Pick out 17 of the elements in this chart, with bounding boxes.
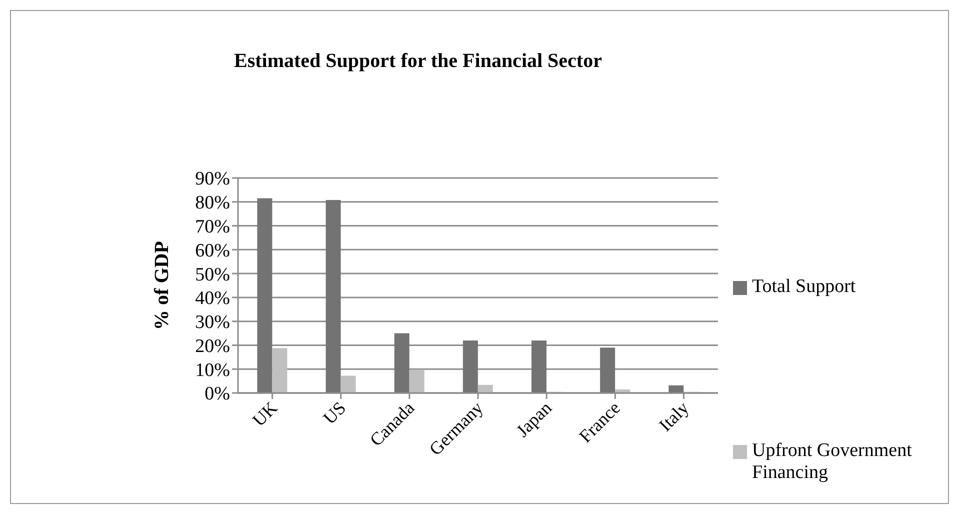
y-tick-label: 60% [195,240,230,262]
y-tick-label: 10% [195,360,230,381]
y-tick-label: 30% [195,312,230,334]
chart-title: Estimated Support for the Financial Sector [233,50,603,73]
y-axis-title: % of GDP [151,241,173,330]
y-tick-label: 80% [195,192,230,214]
y-tick-label: 90% [195,168,230,190]
y-tick-label: 70% [195,216,230,238]
legend-label: Total Support [752,276,856,298]
x-tick-label: Italy [655,398,693,436]
y-tick-label: 0% [204,384,230,405]
y-tick-label: 20% [195,336,230,357]
x-tick-label: UK [248,398,282,430]
y-tick-label: 50% [195,264,230,286]
legend-label: Upfront Government Financing [752,440,913,484]
x-tick-label: US [319,398,350,428]
y-tick-label: 40% [195,288,230,310]
